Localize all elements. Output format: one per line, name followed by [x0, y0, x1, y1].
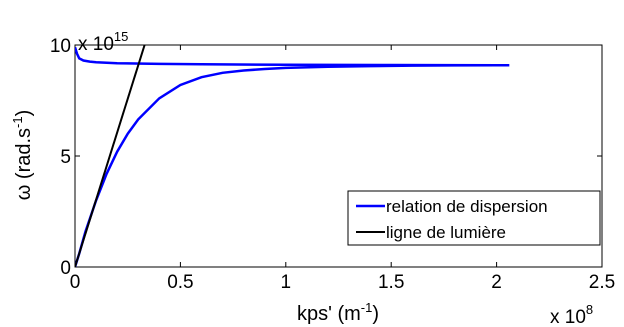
- y-axis-label: ω (rad.s-1): [10, 110, 35, 201]
- x-tick-label: 1: [281, 272, 292, 293]
- y-multiplier: x 1015: [78, 29, 128, 55]
- legend-label-light-line: ligne de lumière: [386, 223, 506, 242]
- x-tick-label: 0: [70, 272, 81, 293]
- tick-labels: 0 0.5 1 1.5 2 2.5 0 5 10: [50, 36, 615, 293]
- x-multiplier: x 108: [550, 302, 593, 327]
- legend-box: [347, 190, 601, 246]
- dispersion-curve-branch-1: [75, 46, 510, 67]
- y-tick-label: 0: [60, 258, 71, 279]
- x-tick-label: 2: [491, 272, 502, 293]
- y-tick-label: 10: [50, 36, 71, 57]
- y-multiplier-exp: 15: [114, 29, 128, 44]
- x-tick-label: 2.5: [589, 272, 615, 293]
- legend-label-dispersion: relation de dispersion: [386, 197, 548, 216]
- x-multiplier-exp: 8: [586, 302, 593, 317]
- y-tick-label: 5: [60, 147, 71, 168]
- x-tick-label: 1.5: [378, 272, 404, 293]
- light-line-branch-0: [75, 45, 146, 267]
- x-axis-label: kps' (m-1): [297, 300, 379, 325]
- legend: relation de dispersion ligne de lumière: [347, 190, 601, 246]
- plot-area: [75, 45, 510, 267]
- x-tick-label: 0.5: [167, 272, 193, 293]
